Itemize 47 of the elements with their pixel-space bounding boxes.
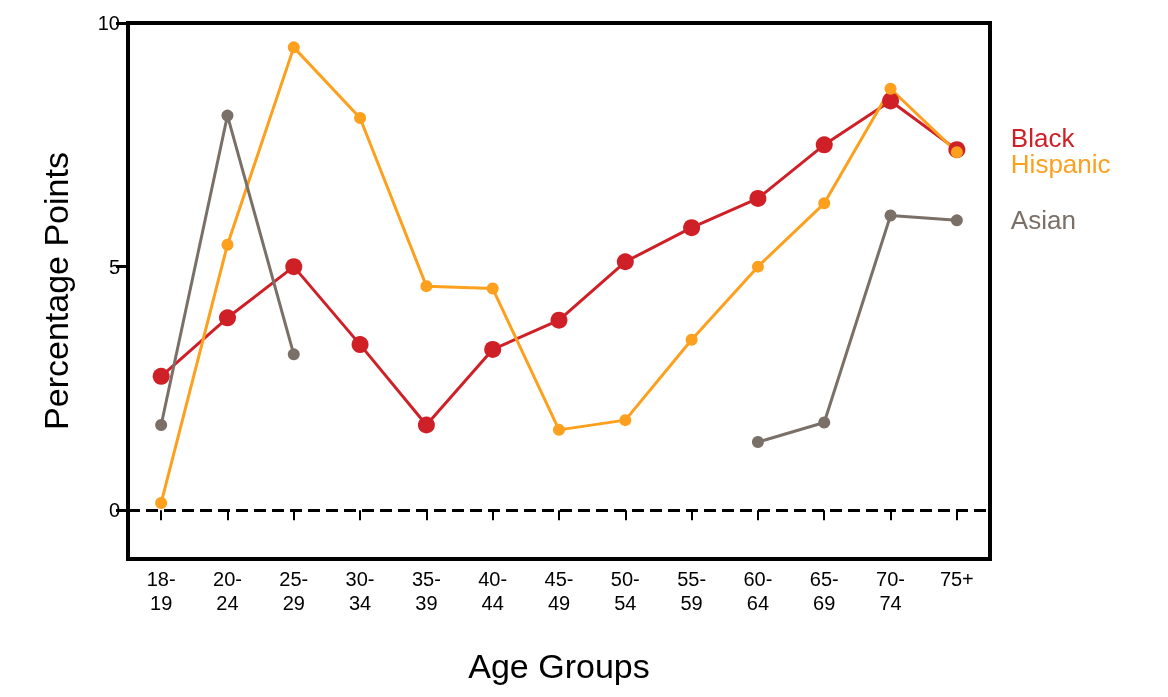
x-tick-label: 45- 49: [544, 568, 574, 614]
series-label: Asian: [1010, 205, 1076, 236]
point: [749, 189, 767, 207]
point: [221, 109, 234, 122]
point: [616, 253, 634, 271]
point: [486, 282, 499, 295]
point: [484, 340, 502, 358]
x-tick-label: 50- 54: [610, 568, 640, 614]
x-tick-label: 70- 74: [876, 568, 905, 614]
x-tick-label: 60- 64: [743, 568, 773, 614]
x-tick-label: 25- 29: [279, 568, 309, 614]
point: [751, 260, 764, 273]
point: [155, 496, 168, 509]
point: [287, 41, 300, 54]
y-axis-title: Percentage Points: [37, 152, 75, 430]
point: [751, 436, 764, 449]
point: [619, 414, 632, 427]
point: [683, 219, 701, 237]
point: [884, 82, 897, 95]
point: [882, 92, 900, 110]
point: [815, 136, 833, 154]
point: [818, 416, 831, 429]
x-tick-label: 20- 24: [213, 568, 242, 614]
point: [351, 336, 369, 354]
point: [221, 238, 234, 251]
point: [950, 214, 963, 227]
point: [884, 209, 897, 222]
x-tick-label: 40- 44: [478, 568, 508, 614]
x-tick-label: 18- 19: [146, 568, 176, 614]
x-axis-title: Age Groups: [468, 647, 650, 685]
point: [218, 309, 236, 327]
point: [285, 258, 303, 276]
point: [550, 311, 568, 329]
point: [155, 419, 168, 431]
x-tick-label: 35- 39: [411, 568, 441, 614]
point: [553, 423, 565, 436]
point: [818, 197, 831, 210]
point: [354, 112, 367, 125]
x-tick-label: 75+: [939, 568, 974, 590]
x-tick-label: 55- 59: [677, 568, 707, 614]
point: [685, 333, 698, 346]
x-tick-label: 65- 69: [809, 568, 839, 614]
x-tick-label: 30- 34: [345, 568, 375, 614]
point: [152, 367, 170, 385]
point: [417, 416, 435, 434]
point: [287, 348, 300, 361]
point: [420, 280, 433, 293]
